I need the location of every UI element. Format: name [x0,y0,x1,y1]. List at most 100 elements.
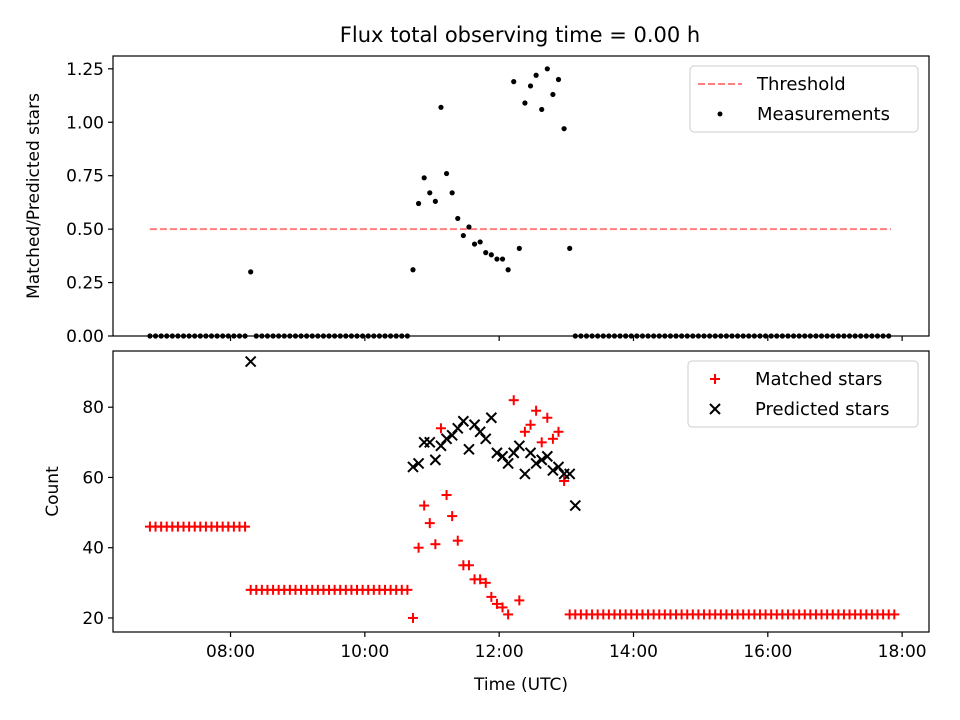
predicted-star-point [536,454,548,466]
predicted-star-stroke-b [519,468,531,480]
matched-star-point [553,426,564,437]
measurement-point [550,91,556,98]
predicted-star-point [530,457,542,470]
predicted-star-point [563,468,576,480]
predicted-star-point [485,412,498,424]
predicted-star-point [502,457,514,470]
measurement-point [533,72,539,78]
measurement-point [483,250,489,256]
predicted-star-stroke-b [244,355,257,368]
matched-star-point [497,602,508,613]
matched-star-point [547,433,558,444]
measurement-point [248,269,254,275]
count-legend: Matched stars Predicted stars [687,360,919,428]
predicted-star-stroke-b [569,499,581,512]
predicted-star-point [407,461,419,473]
measurements-legend-icon [717,111,723,117]
measurement-point [527,83,534,89]
measurement-point [539,106,545,113]
measurement-point [561,126,567,132]
predicted-star-point [524,447,537,459]
matched-star-point [424,518,435,529]
measurement-point [544,66,550,72]
predicted-star-point [452,422,464,434]
predicted-star-stroke-b [541,450,554,463]
matched-star-point [503,609,514,620]
measurement-point [567,245,573,251]
measurements-legend-label: Measurements [757,104,890,125]
measurement-point [410,267,416,273]
x-tick-label: 08:00 [206,642,255,662]
measurement-point [432,198,438,204]
y-tick-label: 1.25 [66,60,104,80]
measurement-point [455,215,461,222]
measurement-point [505,267,511,273]
measurement-point [488,252,494,258]
predicted-star-point [412,457,425,470]
matched-star-point [430,539,441,550]
matched-star-point [889,609,900,620]
predicted-star-point [491,447,503,459]
count-panel: 20 40 60 80 Count 08:00 10:00 12:00 14:00 16:00 18… [43,350,930,695]
count-axes: 20 40 60 80 Count 08:00 10:00 12:00 14:00 16:00 18… [43,350,930,695]
matched-star-point [452,535,463,546]
predicted-star-stroke-b [491,447,503,459]
predicted-star-point [435,440,447,452]
matched-star-point [491,598,502,609]
y-tick-label: 40 [82,539,104,559]
predicted-star-point [424,436,436,449]
measurement-point [522,100,528,106]
predicted-star-stroke-b [485,412,498,424]
predicted-star-stroke-b [468,419,481,431]
predicted-star-stroke-b [412,457,425,470]
matched-star-point [407,612,418,623]
x-axis-label: Time (UTC) [473,675,568,695]
measurement-point [466,224,472,230]
matched-star-point [514,595,525,606]
measurement-point [494,256,500,262]
predicted-star-stroke-b [480,433,492,445]
predicted-star-point [463,443,475,456]
predicted-star-stroke-b [552,461,565,473]
matched-star-point [447,511,458,522]
predicted-legend-label: Predicted stars [755,399,889,420]
plot-frame [112,350,930,633]
measurement-point [471,241,478,247]
ratio-legend: Threshold Measurements [689,65,919,133]
predicted-star-point [440,433,453,445]
predicted-star-stroke-b [429,454,442,466]
predicted-star-stroke-b [547,464,559,477]
matched-star-point [519,426,530,437]
measurement-point [421,175,427,181]
y-axis-label: Matched/Predicted stars [24,93,44,299]
predicted-star-point [569,499,581,512]
y-tick-label: 60 [82,468,104,488]
x-tick-label: 14:00 [609,642,658,662]
plot-frame [112,55,930,337]
x-tick-label: 16:00 [743,642,792,662]
predicted-star-stroke-b [502,457,514,470]
predicted-star-point [457,415,470,427]
matched-star-point [475,574,486,585]
predicted-star-point [519,468,531,480]
predicted-star-point [480,433,492,445]
matched-star-point [559,475,570,486]
matched-legend-label: Matched stars [755,369,882,390]
y-tick-label: 0.25 [66,274,104,294]
predicted-star-stroke-b [508,447,520,459]
predicted-star-stroke-b [513,440,526,452]
count-legend-frame [687,360,919,428]
y-tick-label: 20 [82,609,104,629]
matched-star-point [508,395,519,406]
predicted-legend-icon [709,403,721,415]
count-marks [144,355,900,623]
predicted-star-stroke-b [524,447,537,459]
measurement-point [438,104,444,110]
predicted-star-stroke-b [530,457,542,470]
measurement-point [499,256,506,262]
measurement-point [477,239,483,245]
y-tick-label: 0.50 [66,220,104,240]
predicted-star-point [496,450,509,463]
y-tick-label: 80 [82,398,104,418]
